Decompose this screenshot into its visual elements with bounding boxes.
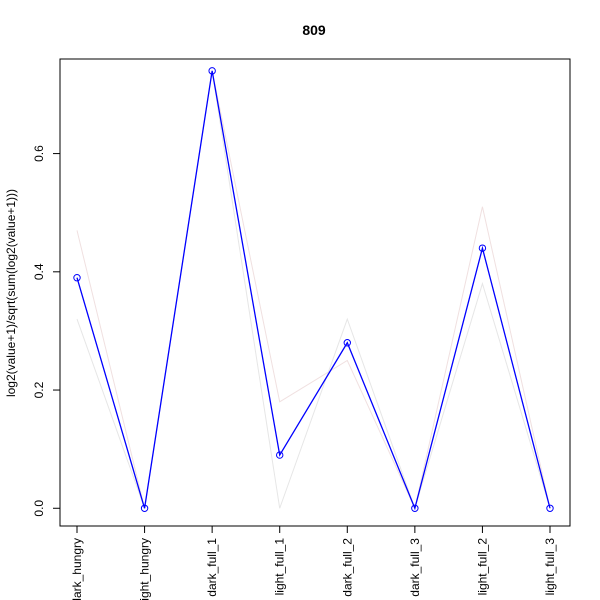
- chart-title: 809: [302, 22, 326, 38]
- data-point: [140, 504, 149, 512]
- y-tick-label: 0.2: [32, 381, 46, 398]
- data-point: [208, 67, 216, 75]
- data-point: [478, 244, 487, 252]
- x-tick-label: dark_full_2: [340, 538, 354, 597]
- x-tick-label: dark_full_1: [205, 538, 219, 597]
- x-tick-label: dark_full_3: [408, 538, 422, 597]
- y-axis: 0.0 0.2 0.4 0.6: [32, 145, 60, 517]
- x-tick-label: light_hungry: [138, 538, 152, 600]
- series-layer: [73, 67, 554, 512]
- y-tick-label: 0.6: [32, 145, 46, 162]
- data-point: [276, 451, 284, 459]
- y-tick-label: 0.4: [32, 263, 46, 280]
- x-tick-label: light_full_3: [543, 538, 557, 596]
- y-axis-label: log2(value+1)/sqrt(sum(log2(value+1))): [4, 189, 18, 397]
- plot-frame: [59, 58, 571, 527]
- y-tick-label: 0.0: [32, 500, 46, 517]
- data-point: [343, 339, 351, 347]
- x-tick-label: light_full_2: [475, 538, 489, 596]
- series-line: [76, 70, 551, 510]
- x-axis: dark_hungry light_hungry dark_full_1 light_…: [70, 526, 557, 600]
- data-point: [546, 504, 554, 512]
- x-tick-label: light_full_1: [273, 538, 287, 596]
- data-point: [73, 274, 81, 282]
- x-tick-label: dark_hungry: [70, 538, 84, 600]
- series-line: [76, 70, 551, 511]
- series-line: [76, 70, 551, 510]
- data-point: [411, 504, 419, 512]
